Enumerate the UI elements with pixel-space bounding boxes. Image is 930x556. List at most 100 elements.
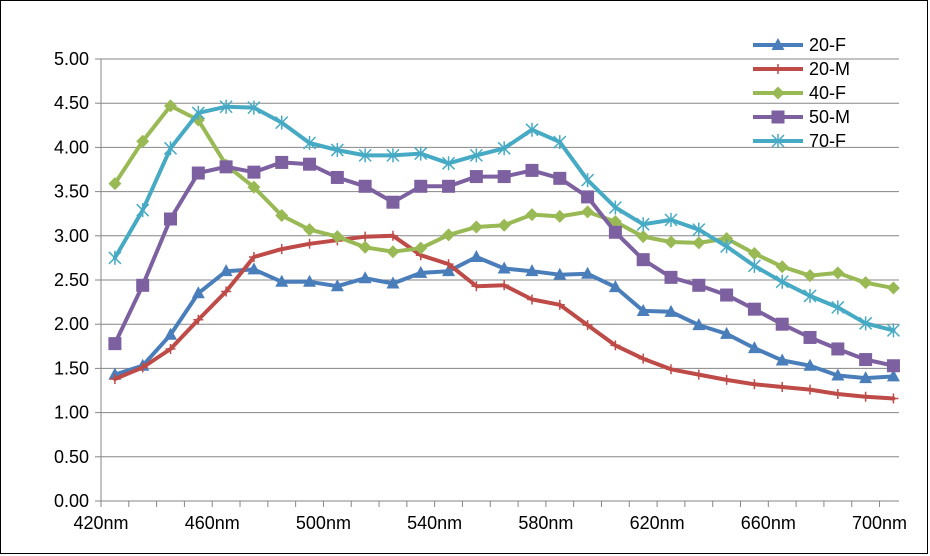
data-point bbox=[581, 205, 595, 219]
data-point bbox=[164, 212, 178, 226]
data-point bbox=[720, 288, 734, 302]
data-point bbox=[886, 369, 900, 382]
data-point bbox=[664, 235, 678, 249]
data-point bbox=[443, 259, 454, 270]
y-tick-label: 2.00 bbox=[54, 314, 89, 334]
data-point bbox=[499, 280, 510, 291]
data-point bbox=[860, 391, 871, 402]
x-tick-label: 420nm bbox=[73, 513, 128, 533]
data-point bbox=[608, 200, 622, 215]
data-point bbox=[803, 269, 817, 283]
data-point bbox=[108, 177, 122, 191]
data-point bbox=[303, 223, 317, 237]
y-tick-label: 3.50 bbox=[54, 182, 89, 202]
data-point bbox=[193, 314, 204, 325]
data-point bbox=[692, 236, 706, 250]
data-point bbox=[248, 252, 259, 263]
data-point bbox=[136, 278, 150, 292]
data-point bbox=[610, 340, 621, 351]
data-point bbox=[469, 250, 483, 263]
data-point bbox=[859, 276, 873, 290]
data-point bbox=[303, 135, 317, 150]
data-point bbox=[163, 141, 178, 156]
data-point bbox=[219, 99, 233, 114]
data-point bbox=[581, 266, 595, 279]
data-point bbox=[608, 280, 622, 293]
data-point bbox=[886, 281, 900, 295]
data-point bbox=[832, 389, 843, 400]
data-point bbox=[276, 244, 287, 255]
data-point bbox=[360, 231, 371, 242]
series-40-F bbox=[108, 99, 900, 295]
data-point bbox=[358, 148, 372, 163]
data-point bbox=[775, 317, 789, 331]
data-point bbox=[886, 323, 900, 338]
data-point bbox=[386, 245, 400, 259]
data-point bbox=[525, 163, 539, 177]
data-point bbox=[109, 374, 120, 385]
data-point bbox=[414, 179, 428, 193]
data-point bbox=[803, 358, 817, 371]
data-point bbox=[608, 215, 622, 229]
legend-label: 20-M bbox=[809, 59, 850, 79]
data-point bbox=[777, 381, 788, 392]
data-point bbox=[330, 279, 344, 292]
legend-marker bbox=[771, 86, 785, 100]
series-70-F bbox=[108, 99, 900, 338]
data-point bbox=[386, 195, 400, 209]
data-point bbox=[720, 231, 734, 245]
y-tick-label: 3.00 bbox=[54, 226, 89, 246]
data-point bbox=[888, 393, 899, 404]
data-point bbox=[859, 316, 873, 331]
data-point bbox=[275, 115, 289, 130]
data-point bbox=[636, 217, 650, 232]
data-point bbox=[553, 171, 567, 185]
data-point bbox=[664, 304, 678, 317]
data-point bbox=[831, 300, 845, 315]
data-point bbox=[275, 208, 289, 222]
data-point bbox=[191, 105, 205, 120]
data-point bbox=[608, 225, 622, 239]
y-tick-label: 2.50 bbox=[54, 270, 89, 290]
data-point bbox=[164, 327, 178, 340]
data-point bbox=[636, 253, 650, 267]
data-point bbox=[136, 134, 150, 148]
data-point bbox=[553, 267, 567, 280]
data-point bbox=[831, 342, 845, 356]
data-point bbox=[859, 353, 873, 367]
data-point bbox=[692, 278, 706, 292]
x-tick-label: 580nm bbox=[518, 513, 573, 533]
data-point bbox=[469, 170, 483, 184]
data-point bbox=[386, 276, 400, 289]
data-point bbox=[666, 364, 676, 375]
data-point bbox=[638, 353, 649, 364]
legend-marker bbox=[771, 134, 785, 148]
data-point bbox=[275, 274, 289, 287]
data-point bbox=[747, 341, 761, 354]
data-point bbox=[414, 265, 428, 278]
data-point bbox=[803, 288, 817, 303]
data-point bbox=[358, 271, 372, 284]
data-point bbox=[664, 270, 678, 284]
data-point bbox=[497, 170, 511, 184]
x-tick-label: 700nm bbox=[852, 513, 907, 533]
data-point bbox=[525, 264, 539, 277]
legend-label: 70-F bbox=[809, 131, 846, 151]
data-point bbox=[747, 302, 761, 316]
x-tick-label: 460nm bbox=[185, 513, 240, 533]
data-point bbox=[525, 122, 539, 137]
data-point bbox=[636, 303, 650, 316]
data-point bbox=[386, 148, 400, 163]
legend-item: 70-F bbox=[753, 131, 846, 151]
y-tick-label: 0.50 bbox=[54, 447, 89, 467]
legend-marker bbox=[773, 64, 783, 74]
legend-label: 50-M bbox=[809, 107, 850, 127]
data-point bbox=[303, 157, 317, 171]
data-point bbox=[469, 220, 483, 234]
data-point bbox=[775, 274, 789, 289]
data-point bbox=[747, 258, 761, 273]
x-tick-label: 500nm bbox=[296, 513, 351, 533]
data-point bbox=[553, 209, 567, 223]
